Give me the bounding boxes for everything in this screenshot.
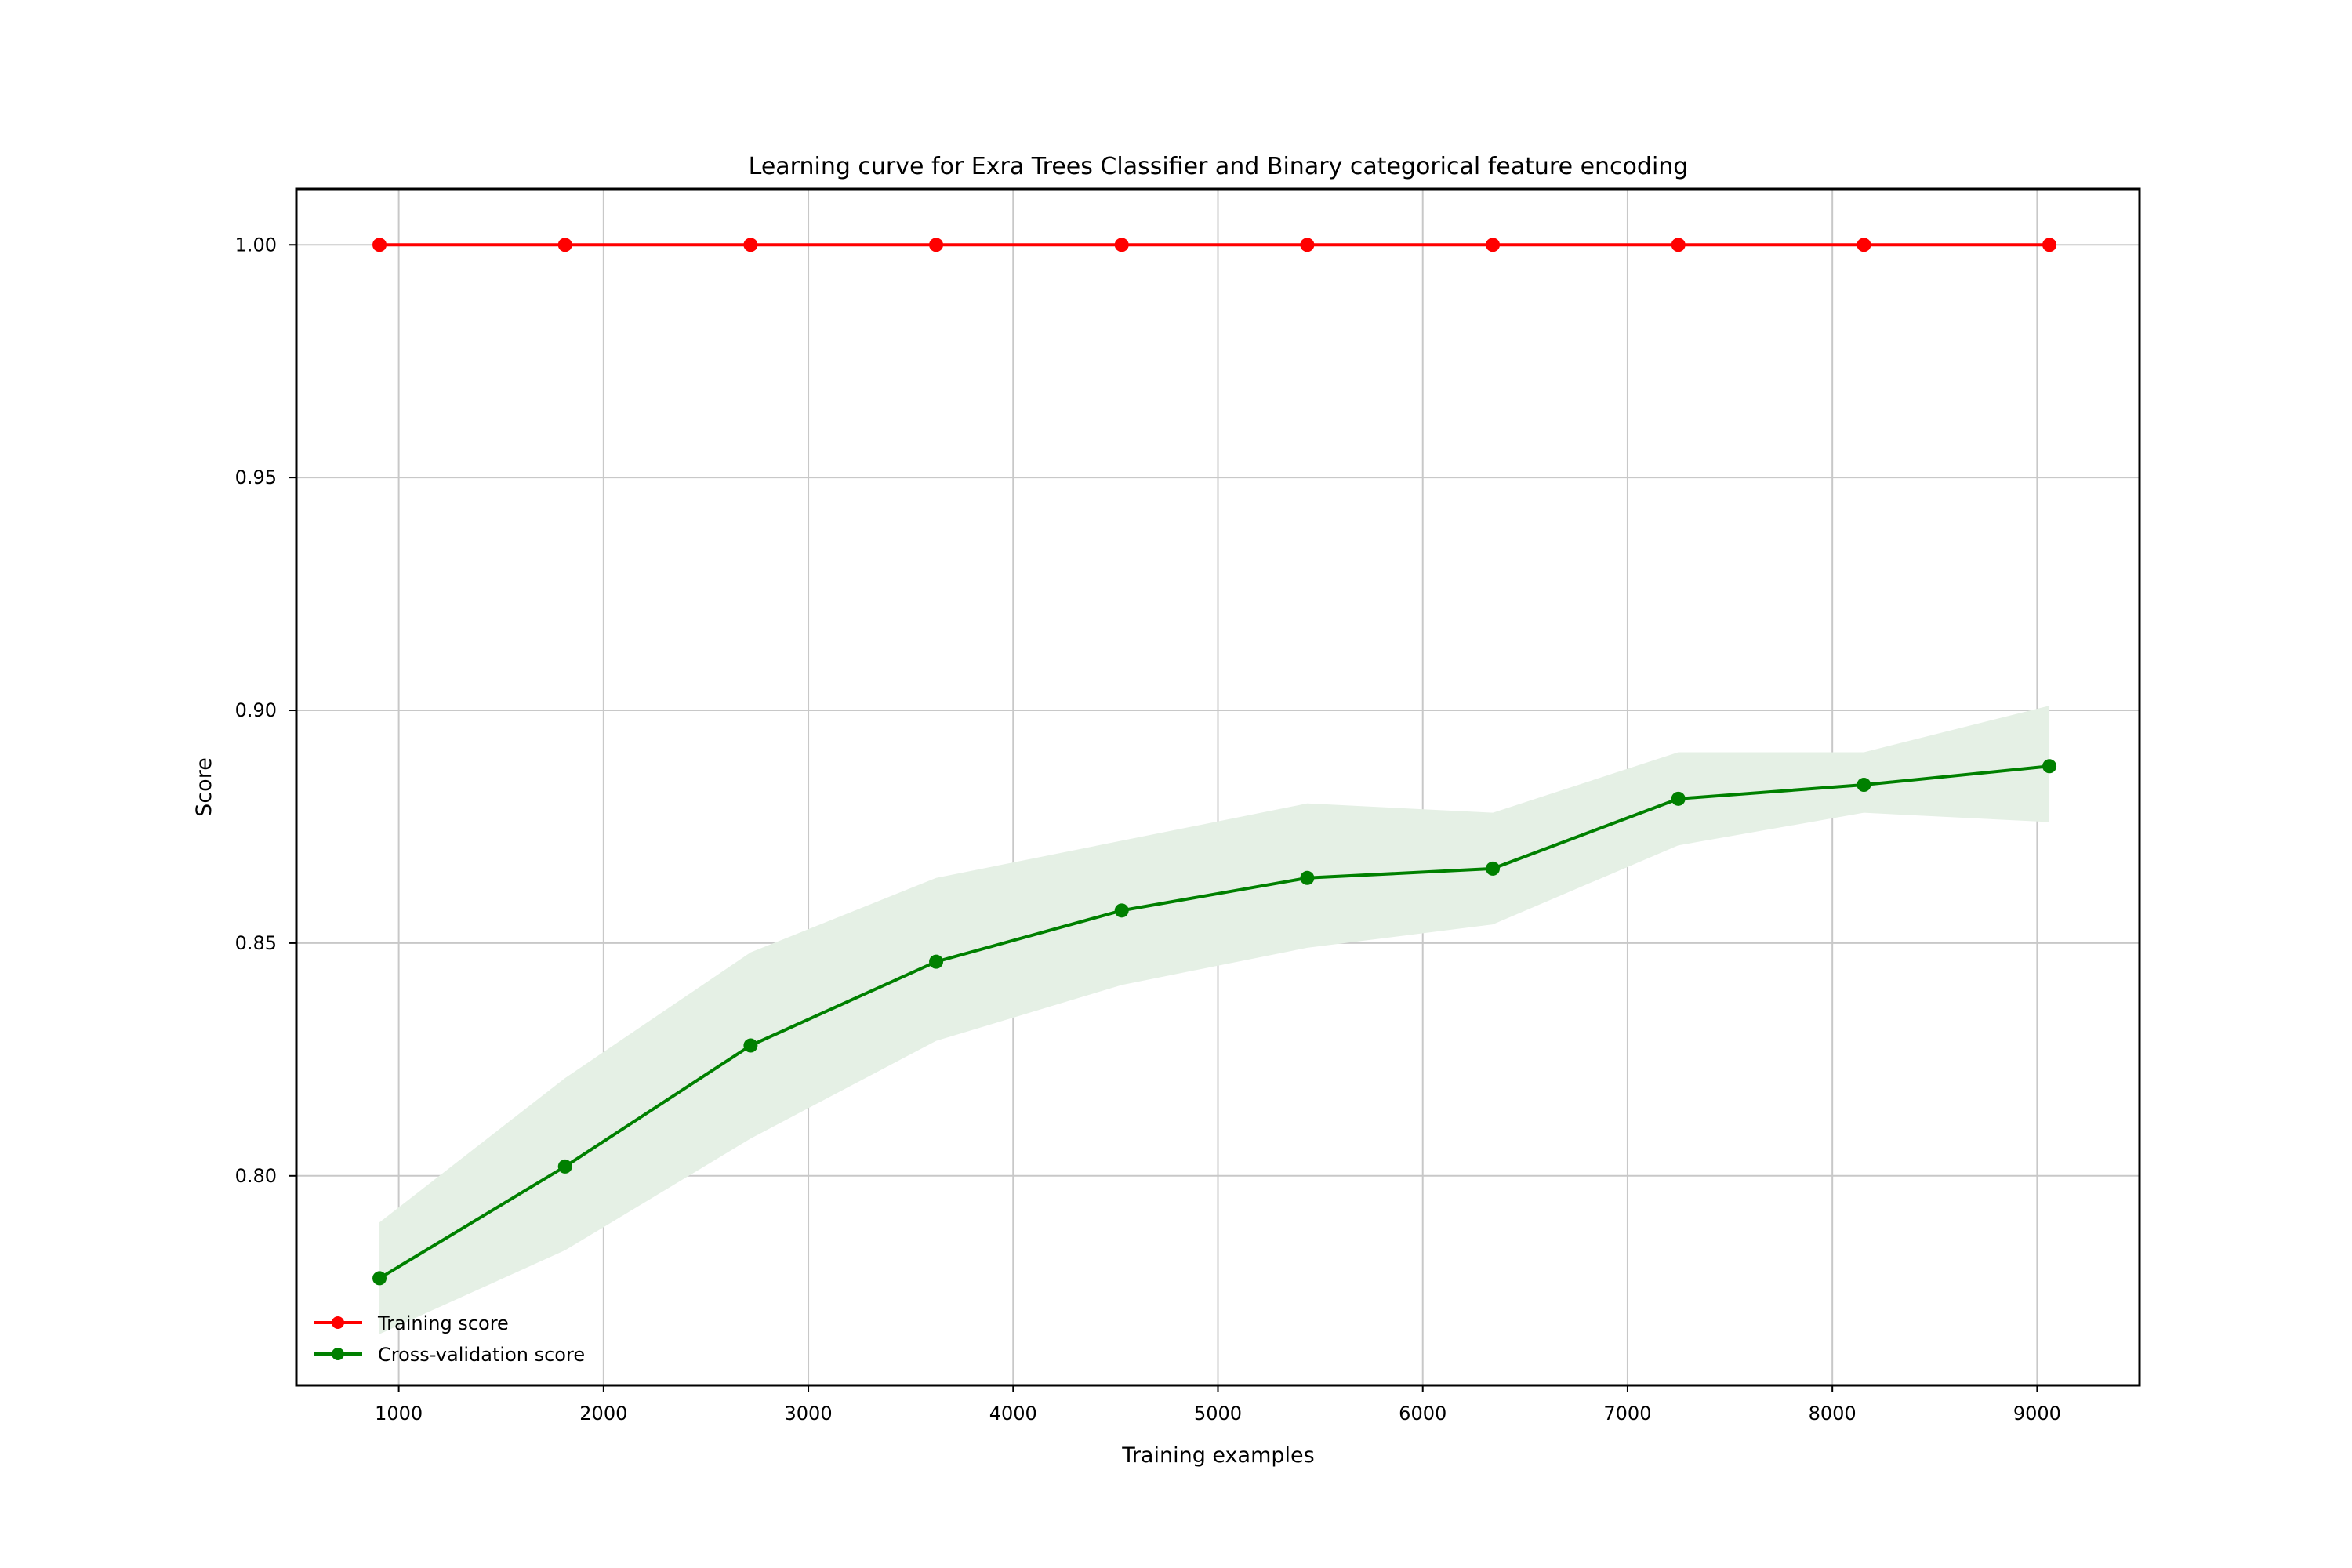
training-score-point (743, 238, 758, 252)
training-score-point (1114, 238, 1129, 252)
training-score-point (1671, 238, 1686, 252)
cross-validation-score-point (1671, 791, 1686, 806)
training-score-point (372, 238, 387, 252)
legend-marker-cross-validation (332, 1348, 344, 1360)
cross-validation-score-point (372, 1271, 387, 1286)
training-score-point (2042, 238, 2057, 252)
training-score-point (1300, 238, 1315, 252)
cross-validation-score-point (2042, 759, 2057, 774)
y-tick-label: 0.95 (235, 466, 277, 488)
x-tick-label: 2000 (579, 1403, 627, 1425)
x-tick-label: 5000 (1194, 1403, 1242, 1425)
cross-validation-score-point (743, 1038, 758, 1053)
legend-label-training: Training score (377, 1312, 509, 1334)
y-axis-label: Score (192, 757, 216, 817)
y-tick-label: 0.85 (235, 932, 277, 954)
x-tick-label: 8000 (1809, 1403, 1857, 1425)
cross-validation-score-point (557, 1159, 572, 1174)
y-tick-label: 0.90 (235, 699, 277, 721)
training-score-point (1486, 238, 1501, 252)
axis-ticks: 1000 2000 3000 4000 5000 6000 7000 8000 9000 0.80… (235, 234, 2061, 1425)
x-tick-label: 4000 (989, 1403, 1037, 1425)
cross-validation-score-point (1300, 870, 1315, 885)
cross-validation-score-point (1114, 903, 1129, 918)
x-tick-label: 3000 (785, 1403, 833, 1425)
legend-label-cross-validation: Cross-validation score (378, 1344, 585, 1366)
cross-validation-score-point (929, 954, 944, 969)
y-tick-label: 0.80 (235, 1165, 277, 1187)
x-axis-label: Training examples (1121, 1443, 1314, 1468)
cross-validation-score-point (1857, 778, 1871, 793)
series-points (372, 238, 2057, 1286)
x-tick-label: 1000 (375, 1403, 423, 1425)
score-bands (379, 706, 2050, 1334)
training-score-point (929, 238, 944, 252)
training-score-point (1857, 238, 1871, 252)
training-score-point (557, 238, 572, 252)
chart-legend: Training score Cross-validation score (314, 1312, 585, 1366)
cross-validation-score-point (1486, 861, 1501, 876)
series-lines (379, 243, 2050, 1280)
x-tick-label: 7000 (1603, 1403, 1651, 1425)
chart-title: Learning curve for Exra Trees Classifier… (749, 153, 1689, 180)
cross-validation-score-band (379, 706, 2050, 1334)
y-tick-label: 1.00 (235, 234, 277, 256)
cross-validation-score-line (379, 764, 2050, 1280)
legend-marker-training (332, 1316, 344, 1329)
x-tick-label: 9000 (2013, 1403, 2061, 1425)
x-tick-label: 6000 (1399, 1403, 1446, 1425)
